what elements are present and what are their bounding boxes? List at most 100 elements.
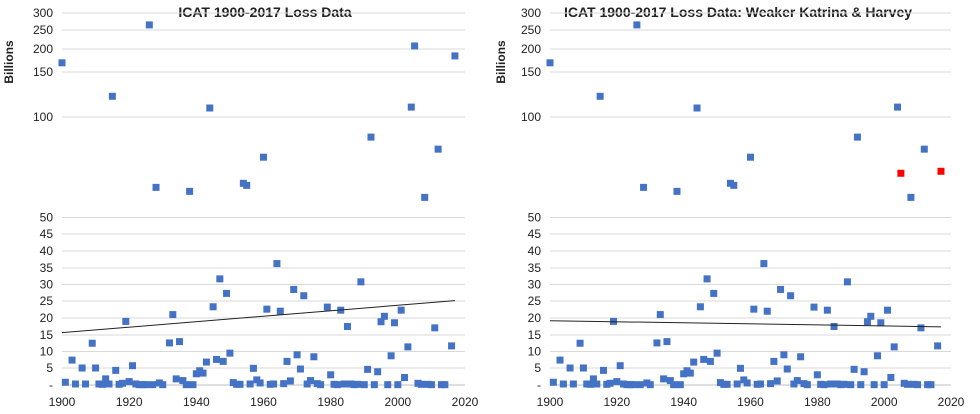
- data-point: [102, 375, 110, 383]
- data-point: [636, 381, 644, 389]
- data-point: [333, 381, 341, 389]
- data-point: [286, 377, 294, 385]
- data-point: [723, 380, 731, 388]
- x-tick-label: 1900: [49, 395, 76, 409]
- data-point: [676, 381, 684, 389]
- data-point: [219, 357, 227, 365]
- data-point: [630, 381, 638, 389]
- chart-title: ICAT 1900-2017 Loss Data: [178, 4, 351, 20]
- data-point: [451, 52, 459, 60]
- data-point: [633, 21, 641, 29]
- data-point: [88, 339, 96, 347]
- y-tick-label: 250: [521, 23, 541, 37]
- data-point: [343, 323, 351, 330]
- data-point: [890, 343, 898, 351]
- trend-line: [549, 320, 941, 328]
- x-tick-label: 1960: [737, 395, 764, 409]
- data-point: [290, 285, 298, 293]
- data-point: [78, 364, 86, 372]
- data-point: [441, 381, 449, 389]
- data-point: [390, 319, 398, 327]
- data-point: [843, 278, 851, 286]
- data-point: [606, 379, 614, 387]
- data-point: [212, 355, 220, 363]
- y-tick-label: 5: [534, 361, 541, 375]
- y-tick-label: 35: [40, 261, 54, 275]
- x-tick-label: 2000: [384, 395, 411, 409]
- data-point: [427, 381, 435, 389]
- y-tick-label: 250: [33, 23, 53, 37]
- data-point: [569, 380, 577, 388]
- data-point: [397, 306, 405, 314]
- data-point: [823, 306, 831, 314]
- y-tick-label: 300: [33, 6, 53, 20]
- data-point: [760, 260, 768, 268]
- data-point: [317, 381, 325, 389]
- data-point: [894, 103, 902, 111]
- data-point: [364, 365, 372, 373]
- y-tick-label: 15: [528, 328, 542, 342]
- x-tick-label: 1900: [537, 395, 564, 409]
- y-tick-label: 10: [40, 345, 54, 359]
- data-point: [112, 366, 120, 374]
- y-tick-label: 50: [528, 211, 542, 225]
- data-point: [122, 317, 130, 325]
- data-point: [394, 381, 402, 389]
- x-tick-label: 2000: [871, 395, 898, 409]
- data-point: [263, 305, 271, 313]
- y-tick-label: 20: [528, 311, 542, 325]
- data-point: [243, 181, 251, 189]
- data-point: [730, 181, 738, 189]
- data-point: [599, 366, 607, 374]
- data-point: [404, 343, 412, 351]
- y-tick-label: 15: [40, 328, 54, 342]
- data-point: [357, 278, 365, 286]
- x-tick-label: 1940: [670, 395, 697, 409]
- y-tick-label: 300: [521, 6, 541, 20]
- data-point: [323, 303, 331, 311]
- data-point: [904, 380, 912, 388]
- data-point: [593, 380, 601, 388]
- y-tick-label: 20: [40, 311, 54, 325]
- data-point: [293, 351, 301, 359]
- data-point: [58, 59, 66, 67]
- chart-right: ICAT 1900-2017 Loss Data: Weaker Katrina…: [494, 4, 965, 409]
- y-tick-label: 200: [33, 42, 53, 56]
- data-point: [142, 381, 150, 389]
- y-axis-label: Billions: [2, 40, 16, 84]
- data-point: [246, 380, 254, 388]
- data-point: [370, 381, 378, 389]
- y-tick-label: 25: [528, 294, 542, 308]
- data-point: [690, 358, 698, 366]
- x-tick-label: 1940: [183, 395, 210, 409]
- data-point: [549, 378, 557, 386]
- data-point: [850, 365, 858, 373]
- data-point: [260, 153, 267, 161]
- y-tick-label: 40: [528, 244, 542, 258]
- y-tick-label: 45: [528, 227, 542, 241]
- data-point: [907, 193, 915, 201]
- data-point: [773, 377, 781, 385]
- data-point: [887, 374, 895, 382]
- data-point: [743, 379, 751, 387]
- data-point: [283, 357, 291, 365]
- data-point: [186, 187, 194, 195]
- x-tick-label: 2020: [938, 395, 965, 409]
- data-point: [448, 342, 456, 350]
- data-point: [877, 319, 885, 327]
- data-point: [307, 377, 315, 385]
- y-axis-label: Billions: [494, 40, 508, 84]
- data-point: [206, 104, 214, 112]
- data-point: [296, 365, 304, 373]
- data-point: [179, 377, 187, 385]
- data-point: [914, 381, 922, 389]
- data-point: [840, 380, 848, 388]
- data-point: [686, 369, 694, 377]
- data-point: [431, 324, 439, 332]
- x-tick-label: 1920: [116, 395, 143, 409]
- data-point: [830, 323, 838, 330]
- data-point: [576, 339, 584, 347]
- data-point: [579, 364, 587, 372]
- data-point: [176, 338, 184, 346]
- data-point: [417, 380, 425, 388]
